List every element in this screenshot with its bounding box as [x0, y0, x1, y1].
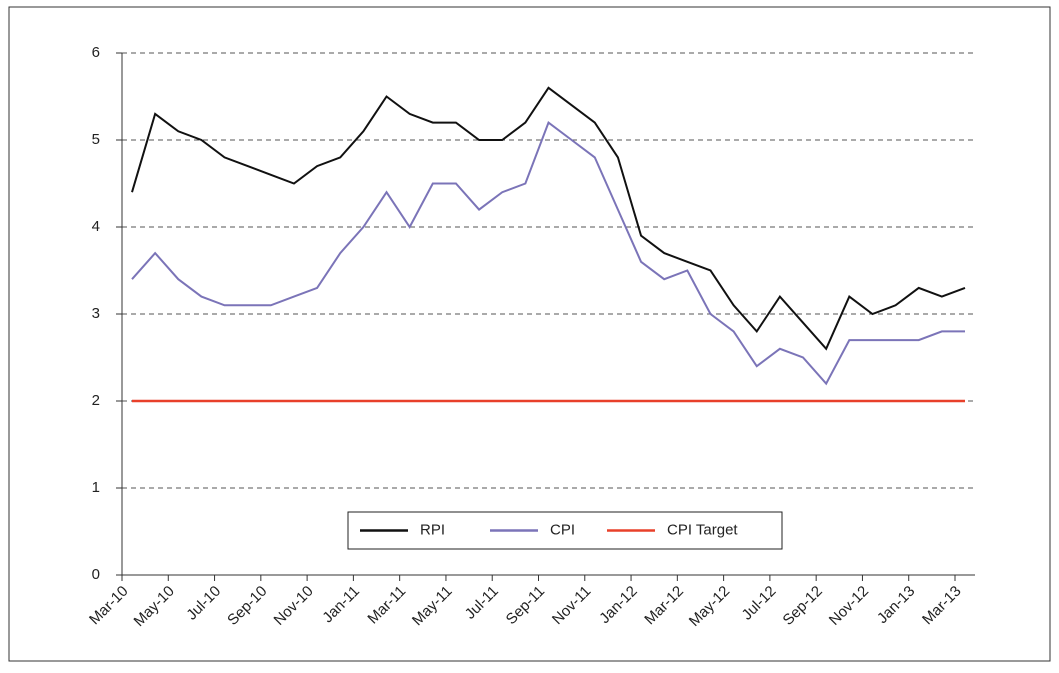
x-tick-label: Nov-10	[271, 583, 317, 629]
frame	[8, 6, 1051, 662]
y-tick-label: 1	[92, 479, 100, 496]
legend-box	[347, 511, 783, 550]
series-line	[131, 86, 966, 351]
y-tick-label: 0	[92, 566, 100, 583]
x-tick-label: Mar-11	[364, 583, 409, 628]
x-tick-label: Jan-13	[874, 583, 918, 627]
x-tick-label: Jul-10	[183, 583, 224, 624]
x-tick-label: Jan-12	[596, 583, 640, 627]
y-tick-label: 2	[92, 392, 100, 409]
y-tick-label: 4	[92, 218, 100, 235]
legend-label: CPI Target	[667, 521, 738, 538]
x-tick-label: Jul-12	[739, 583, 780, 624]
x-tick-label: Sep-12	[780, 583, 826, 629]
x-tick-label: Sep-11	[503, 583, 548, 628]
legend-label: CPI	[550, 521, 575, 538]
x-tick-label: Mar-10	[86, 583, 132, 629]
y-tick-label: 6	[92, 44, 100, 61]
x-tick-label: May-10	[131, 583, 178, 630]
x-tick-label: Nov-11	[549, 583, 594, 628]
series-line	[131, 121, 965, 386]
x-tick-label: Nov-12	[826, 583, 872, 629]
legend-label: RPI	[420, 521, 445, 538]
x-tick-label: Sep-10	[224, 583, 270, 629]
y-tick-label: 5	[92, 131, 100, 148]
x-tick-label: Jul-11	[462, 583, 502, 623]
x-tick-label: May-12	[686, 583, 733, 630]
x-tick-label: Mar-13	[919, 583, 965, 629]
y-tick-label: 3	[92, 305, 100, 322]
x-tick-label: Mar-12	[641, 583, 687, 629]
x-tick-label: Jan-11	[319, 583, 363, 627]
x-tick-label: May-11	[409, 583, 456, 630]
